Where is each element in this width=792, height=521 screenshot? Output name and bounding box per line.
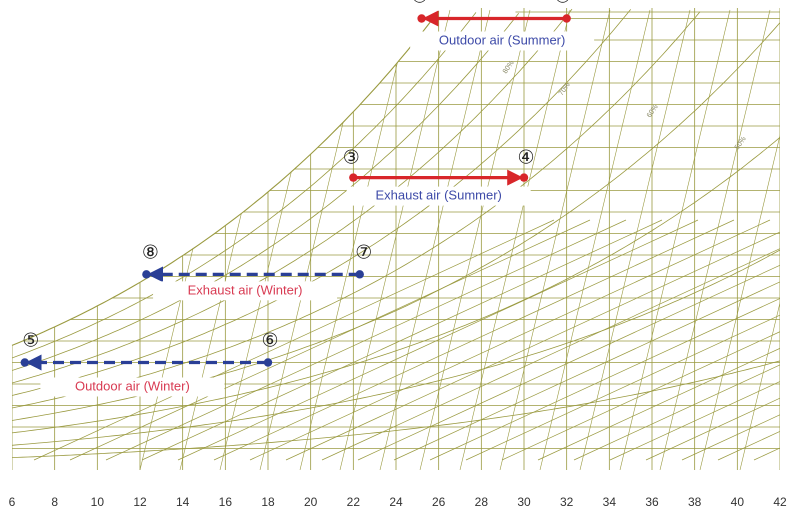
state-point-label-3: ③	[343, 147, 360, 169]
rh-curve	[12, 12, 477, 359]
rh-curve-labels: 80% 70% 60% 50%	[502, 60, 748, 151]
x-tick-label: 38	[688, 495, 702, 509]
x-tick-label: 34	[603, 495, 617, 509]
state-point-label-5: ⑤	[22, 330, 39, 352]
chart-grid	[11, 8, 780, 470]
rh-curve	[12, 136, 780, 434]
specific-volume-line	[459, 9, 571, 470]
enthalpy-line	[429, 219, 780, 461]
specific-volume-line	[219, 9, 331, 470]
state-point-8	[142, 270, 151, 279]
state-point-1	[562, 14, 571, 23]
caption-background	[40, 377, 225, 397]
specific-volume-line	[739, 9, 780, 470]
enthalpy-line	[213, 219, 735, 461]
x-tick-label: 24	[389, 495, 403, 509]
x-tick-label: 36	[645, 495, 659, 509]
x-axis-tick-labels: 6 8 10 12 14 16 18 20 22 24 26 28 30 32 34 36 38 40 42	[9, 495, 787, 509]
x-tick-label: 22	[347, 495, 361, 509]
specific-volume-line	[339, 9, 451, 470]
x-tick-label: 42	[773, 495, 787, 509]
enthalpy-line	[573, 219, 780, 461]
state-point-6	[263, 358, 273, 367]
state-point-label-8: ⑧	[142, 241, 159, 263]
specific-volume-line	[699, 9, 780, 470]
specific-volume-line	[539, 9, 651, 470]
specific-volume-line	[379, 9, 491, 470]
caption-background	[410, 31, 595, 51]
specific-volume-line	[179, 9, 291, 470]
state-point-5	[20, 358, 29, 367]
specific-volume-line	[619, 9, 731, 470]
enthalpy-line	[465, 219, 780, 461]
state-point-2	[417, 14, 426, 23]
enthalpy-line	[501, 219, 780, 461]
x-tick-label: 6	[9, 495, 16, 509]
enthalpy-line	[285, 219, 780, 461]
enthalpy-line	[249, 219, 771, 461]
rh-curve	[12, 8, 573, 384]
x-tick-label: 32	[560, 495, 574, 509]
enthalpy-line	[717, 219, 780, 461]
enthalpy-line	[177, 219, 699, 461]
enthalpy-line	[105, 219, 627, 461]
specific-volume-line	[659, 9, 771, 470]
state-point-label-4: ④	[517, 147, 534, 169]
process-caption: Outdoor air (Winter)	[75, 379, 190, 394]
enthalpy-line	[69, 219, 591, 461]
specific-volume-line	[419, 9, 531, 470]
rh-curve-label: 70%	[558, 82, 572, 97]
state-point-label-1: ①	[554, 0, 571, 8]
rh-curve	[12, 9, 632, 396]
state-point-label-6: ⑥	[261, 330, 278, 352]
state-point-label-2: ②	[411, 0, 428, 8]
x-tick-label: 28	[475, 495, 489, 509]
x-tick-label: 30	[517, 495, 531, 509]
x-tick-label: 12	[133, 495, 147, 509]
x-tick-label: 18	[261, 495, 275, 509]
rh-curve-label: 80%	[502, 60, 516, 75]
process-caption: Exhaust air (Winter)	[188, 282, 303, 297]
enthalpy-line	[681, 219, 780, 461]
enthalpy-line	[321, 219, 780, 461]
rh-curve	[12, 13, 520, 371]
enthalpy-line	[609, 219, 780, 461]
caption-background	[346, 186, 531, 206]
state-point-3	[349, 173, 358, 182]
rh-curve-label: 50%	[734, 136, 748, 151]
specific-volume-line	[779, 9, 780, 470]
state-point-label-7: ⑦	[355, 241, 372, 263]
grid-lines	[12, 8, 780, 470]
state-point-4	[519, 173, 529, 182]
rh-curve-label: 60%	[646, 104, 660, 119]
specific-volume-line	[579, 9, 691, 470]
x-tick-label: 8	[51, 495, 58, 509]
enthalpy-line	[537, 219, 780, 461]
x-tick-label: 40	[731, 495, 745, 509]
x-tick-label: 16	[219, 495, 233, 509]
enthalpy-line	[141, 219, 663, 461]
process-caption: Exhaust air (Summer)	[375, 188, 501, 203]
state-points: ① ② ③ ④ ⑤ ⑥ ⑦ ⑧	[20, 0, 571, 367]
enthalpy-line	[357, 219, 780, 461]
rh-curve	[12, 249, 780, 446]
process-caption: Outdoor air (Summer)	[439, 33, 565, 48]
specific-volume-line	[299, 9, 411, 470]
x-tick-label: 10	[91, 495, 105, 509]
state-point-7	[355, 270, 364, 279]
specific-volume-line	[499, 9, 611, 470]
caption-background	[153, 281, 338, 301]
process-captions: Outdoor air (Summer) Exhaust air (Summer)…	[40, 31, 595, 397]
rh-curve	[12, 360, 780, 458]
process-lines	[25, 10, 567, 371]
enthalpy-line	[33, 219, 555, 461]
x-tick-label: 26	[432, 495, 446, 509]
x-tick-label: 20	[304, 495, 318, 509]
saturation-curve	[11, 10, 440, 346]
enthalpy-line	[645, 219, 780, 461]
x-tick-label: 14	[176, 495, 190, 509]
